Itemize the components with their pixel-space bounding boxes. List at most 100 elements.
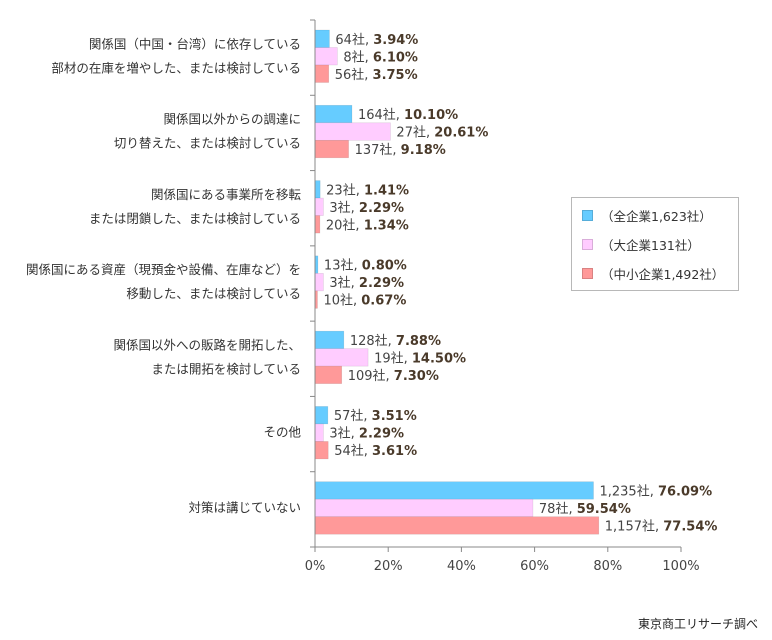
value-percent: 59.54% xyxy=(577,502,631,517)
category-label-3-1: 移動した、または検討している xyxy=(126,286,301,301)
value-percent: 10.10% xyxy=(404,108,458,123)
value-count: 56社, xyxy=(335,67,373,83)
x-tick-label-1: 20% xyxy=(374,559,403,574)
category-label-0-0: 関係国（中国・台湾）に依存している xyxy=(89,36,301,51)
legend-label-sme: （中小企業1,492社） xyxy=(601,266,725,282)
legend-item-large: （大企業131社） xyxy=(582,235,700,253)
value-percent: 76.09% xyxy=(658,484,712,499)
legend-item-all: （全企業1,623社） xyxy=(582,206,712,224)
source-note: 東京商工リサーチ調べ xyxy=(637,617,758,631)
value-percent: 0.80% xyxy=(362,259,407,274)
value-label-s2-c2: 20社, 1.34% xyxy=(326,217,409,233)
bar-s1-c0 xyxy=(314,47,338,66)
value-count: 57社, xyxy=(334,408,372,424)
value-label-s2-c3: 10社, 0.67% xyxy=(323,293,406,309)
bar-s0-c2 xyxy=(314,180,321,199)
value-count: 19社, xyxy=(374,350,412,366)
value-percent: 2.29% xyxy=(359,276,404,291)
category-label-4-1: または開拓を検討している xyxy=(151,361,301,376)
value-percent: 77.54% xyxy=(663,519,717,534)
value-percent: 3.94% xyxy=(373,33,418,48)
category-label-6-0: 対策は講じていない xyxy=(188,500,301,515)
category-label-4-0: 関係国以外への販路を開拓した、 xyxy=(113,337,301,352)
value-percent: 20.61% xyxy=(434,126,488,141)
value-count: 10社, xyxy=(323,293,361,309)
value-percent: 9.18% xyxy=(401,143,446,158)
value-count: 3社, xyxy=(329,200,359,216)
value-label-s0-c4: 128社, 7.88% xyxy=(350,333,441,349)
x-tick-label-4: 80% xyxy=(593,559,622,574)
value-count: 8社, xyxy=(343,49,373,65)
category-label-3-0: 関係国にある資産（現預金や設備、在庫など）を xyxy=(26,262,301,277)
value-label-s2-c1: 137社, 9.18% xyxy=(355,142,446,158)
legend-label-large: （大企業131社） xyxy=(601,237,700,253)
category-label-1-0: 関係国以外からの調達に xyxy=(163,112,301,127)
value-percent: 3.61% xyxy=(372,444,417,459)
bar-s2-c6 xyxy=(314,516,600,535)
category-label-1-1: 切り替えた、または検討している xyxy=(114,136,301,151)
bar-s1-c1 xyxy=(314,122,391,141)
value-count: 109社, xyxy=(348,368,394,384)
legend-swatch-large xyxy=(582,238,593,250)
value-count: 78社, xyxy=(539,501,577,517)
value-count: 1,235社, xyxy=(599,483,657,499)
category-label-5-0: その他 xyxy=(263,425,301,440)
value-label-s2-c6: 1,157社, 77.54% xyxy=(605,518,718,534)
value-label-s1-c3: 3社, 2.29% xyxy=(329,275,404,291)
bar-s1-c4 xyxy=(314,348,369,367)
value-label-s0-c6: 1,235社, 76.09% xyxy=(599,483,712,499)
value-label-s1-c0: 8社, 6.10% xyxy=(343,49,418,65)
legend-item-sme: （中小企業1,492社） xyxy=(582,264,724,282)
value-percent: 7.30% xyxy=(394,369,439,384)
value-count: 3社, xyxy=(329,426,359,442)
value-label-s0-c2: 23社, 1.41% xyxy=(326,182,409,198)
value-count: 54社, xyxy=(334,443,372,459)
value-count: 137社, xyxy=(355,142,401,158)
value-percent: 2.29% xyxy=(359,427,404,442)
value-percent: 1.34% xyxy=(364,218,409,233)
value-label-s1-c2: 3社, 2.29% xyxy=(329,200,404,216)
legend: （全企業1,623社） （大企業131社） （中小企業1,492社） xyxy=(571,197,739,291)
bar-s0-c0 xyxy=(314,29,330,48)
x-tick-label-2: 40% xyxy=(447,559,476,574)
bar-s0-c4 xyxy=(314,330,345,349)
value-percent: 7.88% xyxy=(396,334,441,349)
category-label-2-1: または閉鎖した、または検討している xyxy=(89,211,301,226)
value-label-s2-c5: 54社, 3.61% xyxy=(334,443,417,459)
value-label-s1-c6: 78社, 59.54% xyxy=(539,501,631,517)
value-count: 164社, xyxy=(358,107,404,123)
bar-s2-c2 xyxy=(314,215,321,234)
value-percent: 14.50% xyxy=(412,351,466,366)
legend-swatch-sme xyxy=(582,267,593,279)
value-label-s1-c5: 3社, 2.29% xyxy=(329,426,404,442)
bar-s2-c0 xyxy=(314,64,330,83)
value-count: 3社, xyxy=(329,275,359,291)
value-percent: 3.51% xyxy=(372,409,417,424)
value-count: 128社, xyxy=(350,333,396,349)
value-percent: 2.29% xyxy=(359,201,404,216)
value-label-s1-c1: 27社, 20.61% xyxy=(396,125,488,141)
value-percent: 3.75% xyxy=(373,68,418,83)
value-percent: 6.10% xyxy=(373,50,418,65)
x-tick-label-3: 60% xyxy=(520,559,549,574)
value-label-s2-c0: 56社, 3.75% xyxy=(335,67,418,83)
value-count: 27社, xyxy=(396,125,434,141)
bar-s1-c2 xyxy=(314,197,324,216)
x-tick-label-5: 100% xyxy=(662,559,699,574)
value-label-s0-c1: 164社, 10.10% xyxy=(358,107,458,123)
value-count: 13社, xyxy=(324,258,362,274)
value-count: 1,157社, xyxy=(605,518,663,534)
bar-s2-c1 xyxy=(314,139,349,159)
value-count: 23社, xyxy=(326,182,364,198)
value-label-s1-c4: 19社, 14.50% xyxy=(374,350,466,366)
bar-s2-c5 xyxy=(314,441,329,460)
value-percent: 0.67% xyxy=(361,294,406,309)
bar-s1-c3 xyxy=(314,273,324,292)
value-label-s0-c5: 57社, 3.51% xyxy=(334,408,417,424)
bar-s0-c1 xyxy=(314,104,353,124)
value-label-s0-c3: 13社, 0.80% xyxy=(324,258,407,274)
category-label-0-1: 部材の在庫を増やした、または検討している xyxy=(51,60,301,75)
bar-s1-c6 xyxy=(314,498,534,518)
bar-s2-c4 xyxy=(314,365,343,384)
